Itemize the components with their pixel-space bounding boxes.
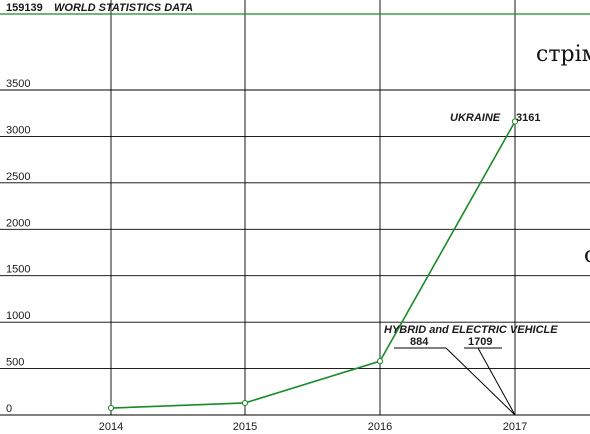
y-tick-label-500: 500	[6, 357, 24, 369]
gridlines	[0, 0, 590, 416]
y-tick-label-3500: 3500	[6, 78, 30, 90]
header-title: WORLD STATISTICS DATA	[54, 2, 193, 14]
series-group	[107, 118, 519, 412]
side-text-mid: с	[584, 243, 590, 268]
annotation-hybrid-electric: HYBRID and ELECTRIC VEHICLE	[384, 324, 558, 336]
y-axis-tick-labels: 0 500 1000 1500 2000 2500 3000 3500	[6, 78, 30, 415]
header-code: 159139	[6, 2, 43, 14]
y-tick-label-0: 0	[6, 403, 12, 415]
data-point-2016	[376, 358, 384, 365]
x-tick-label-2016: 2016	[368, 421, 392, 433]
annotation-leader-1709	[477, 347, 516, 416]
annotation-value-884: 884	[410, 336, 429, 348]
x-tick-label-2015: 2015	[233, 421, 257, 433]
x-tick-label-2014: 2014	[99, 421, 123, 433]
series-label-ukraine: UKRAINE	[450, 112, 501, 124]
y-tick-label-1500: 1500	[6, 264, 30, 276]
data-point-2015	[241, 399, 249, 407]
data-point-2014	[107, 404, 115, 412]
side-text-top: стрім	[536, 42, 590, 67]
y-tick-label-2000: 2000	[6, 217, 30, 229]
x-axis-tick-labels: 2014 2015 2016 2017	[99, 421, 527, 433]
y-tick-label-3000: 3000	[6, 124, 30, 136]
annotation-value-1709: 1709	[468, 336, 492, 348]
series-line-0	[110, 121, 516, 409]
y-tick-label-1000: 1000	[6, 310, 30, 322]
y-tick-label-2500: 2500	[6, 171, 30, 183]
data-label-end-value: 3161	[516, 112, 540, 124]
data-point-2017	[511, 118, 519, 125]
annotation-leader-884	[445, 347, 516, 416]
x-tick-label-2017: 2017	[503, 421, 527, 433]
